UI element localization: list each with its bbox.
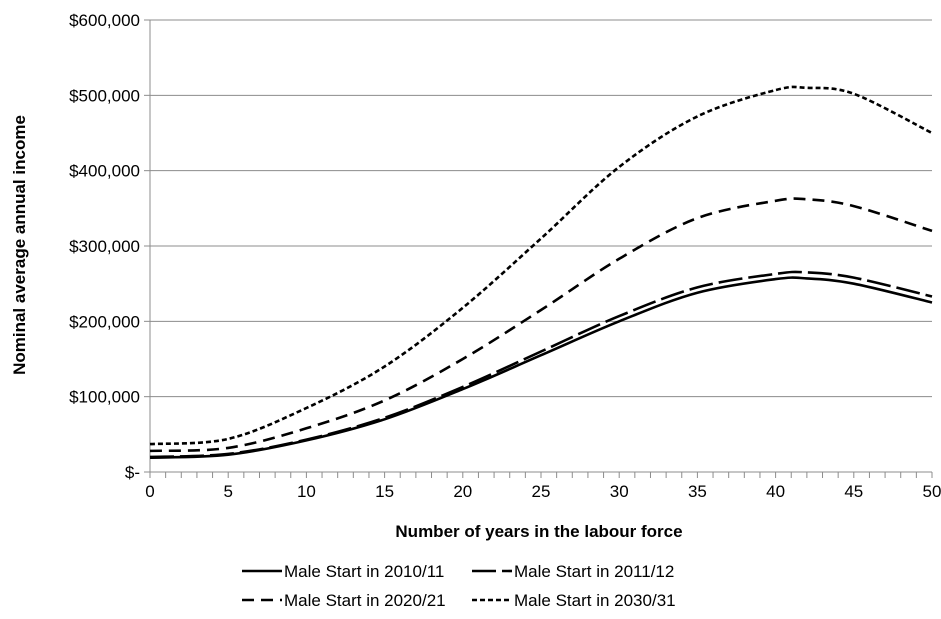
y-tick-label-1: $100,000 [69,388,140,407]
legend-label-1: Male Start in 2011/12 [514,562,674,581]
legend-label-0: Male Start in 2010/11 [284,562,444,581]
legend-label-2: Male Start in 2020/21 [284,591,446,610]
y-tick-label-3: $300,000 [69,237,140,256]
x-tick-label-6: 30 [610,482,629,501]
x-axis-tick-labels: 0 5 10 15 20 25 30 35 40 45 50 [145,482,941,501]
y-tick-label-2: $200,000 [69,312,140,331]
x-tick-label-10: 50 [923,482,941,501]
x-tick-label-2: 10 [297,482,316,501]
gridlines [150,19,932,398]
x-tick-label-0: 0 [145,482,154,501]
y-tick-label-6: $600,000 [69,11,140,30]
series-line-0 [149,276,933,459]
x-tick-label-5: 25 [532,482,551,501]
series-lines [149,85,933,459]
legend: Male Start in 2010/11 Male Start in 2011/… [242,562,676,610]
series-line-3 [149,85,933,446]
x-axis-title: Number of years in the labour force [395,522,682,541]
y-tick-label-4: $400,000 [69,162,140,181]
y-axis-tick-labels: $- $100,000 $200,000 $300,000 $400,000 $500,0… [69,11,140,482]
y-tick-label-0: $- [125,463,140,482]
y-axis-title: Nominal average annual income [10,115,29,375]
x-tick-label-1: 5 [223,482,232,501]
y-tick-label-5: $500,000 [69,86,140,105]
x-tick-label-8: 40 [766,482,785,501]
x-tick-label-3: 15 [375,482,394,501]
series-line-1 [149,270,933,459]
x-tick-label-4: 20 [453,482,472,501]
axes [144,19,933,478]
series-line-2 [149,197,933,453]
legend-label-3: Male Start in 2030/31 [514,591,676,610]
x-tick-label-9: 45 [844,482,863,501]
x-tick-label-7: 35 [688,482,707,501]
